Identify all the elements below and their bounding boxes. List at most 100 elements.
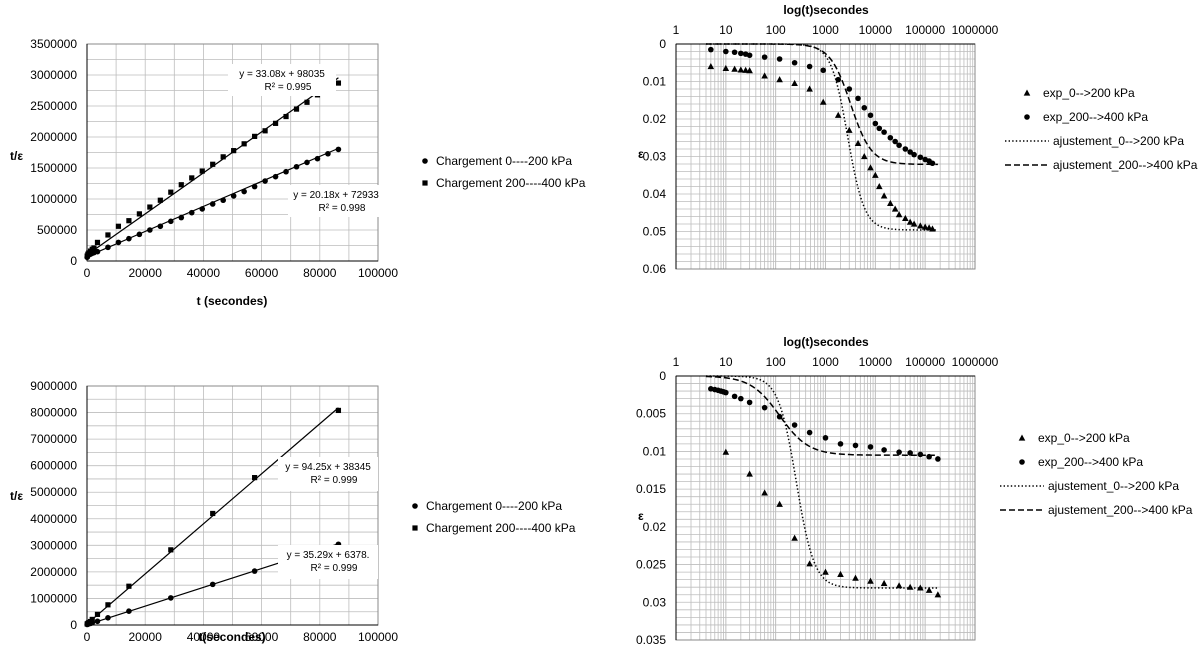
y-tick-label: 9000000 [30,379,77,393]
data-point [907,450,913,456]
y-tick-label: 0.01 [643,75,667,89]
y-tick-label: 0.02 [643,520,667,534]
y-tick-label: 0 [659,369,666,383]
data-point [220,154,226,160]
data-point [252,475,258,481]
data-point [94,239,101,245]
data-point [723,389,729,396]
legend-marker [1023,89,1031,96]
data-point [742,66,749,73]
data-point [168,595,174,601]
series-1 [84,146,342,261]
data-point [105,615,111,621]
legend-entry: exp_200-->400 kPa [1019,455,1143,469]
data-point [822,568,829,575]
data-point [855,95,861,102]
legend-marker [412,525,418,531]
legend-label: exp_0-->200 kPa [1038,431,1130,445]
data-point [283,113,289,120]
legend-label: exp_0-->200 kPa [1043,86,1135,100]
data-point [881,129,887,135]
data-point [708,46,714,53]
data-point [895,211,903,218]
data-point [707,63,715,70]
data-point [737,66,745,73]
data-point [934,591,942,598]
data-point [761,54,768,60]
data-point [887,134,894,141]
y-tick-label: 3000000 [30,538,77,552]
x-tick-label: 100 [766,355,786,369]
x-tick-label: 20000 [129,266,163,280]
data-point [126,218,132,224]
data-point [822,435,829,441]
data-point [911,151,917,158]
data-point [94,618,101,625]
legend-label: Chargement 0----200 kPa [436,154,572,168]
y-tick-label: 0 [659,37,666,51]
y-tick-label: 4000000 [30,512,77,526]
fit-curve [706,43,938,231]
y-tick-label: 3500000 [30,37,77,51]
y-tick-label: 3000000 [30,68,77,82]
data-point [761,404,768,411]
data-point [925,586,933,593]
x-tick-label: 60000 [245,630,279,644]
data-point [126,608,132,614]
legend-entry: exp_0-->200 kPa [1018,431,1130,445]
legend-marker [1024,114,1030,120]
y-tick-label: 1000000 [30,591,77,605]
data-point [314,155,321,162]
data-point [761,72,768,79]
data-point [861,104,868,111]
data-point [241,188,247,195]
data-point [776,500,783,507]
data-point [881,447,887,453]
y-tick-label: 0.03 [643,595,667,609]
data-point [907,149,913,155]
legend-marker [412,503,418,509]
data-point [892,138,898,145]
trendline-annotation: y = 94.25x + 38345 R² = 0.999 [278,457,378,491]
legend-entry: Chargement 200----400 kPa [422,176,586,190]
data-point [272,173,279,180]
data-point [136,211,142,217]
trendline-equation: y = 35.29x + 6378. [287,550,370,561]
legend-entry: ajustement_0-->200 kPa [1000,479,1179,493]
data-point [91,245,97,251]
data-point [241,141,247,147]
data-point [860,153,868,160]
trendline-equation: y = 33.08x + 98035 [239,69,325,80]
data-point [806,429,813,436]
x-tick-label: 1000 [812,355,839,369]
data-point [902,214,909,221]
legend-label: ajustement_200-->400 kPa [1048,503,1193,517]
data-point [168,189,174,195]
y-tick-label: 500000 [37,223,77,237]
x-tick-label: 0 [84,630,91,644]
data-point [917,451,924,458]
trendline-r2: R² = 0.995 [265,82,312,93]
data-point [834,111,842,118]
data-point [819,98,827,105]
y-tick-label: 5000000 [30,485,77,499]
y-tick-label: 0.015 [636,482,666,496]
data-point [921,223,929,230]
data-point [867,444,874,450]
data-point [220,197,226,204]
grid [86,385,379,626]
series-1 [722,448,942,598]
x-axis-title: t(secondes) [198,630,265,644]
data-point [94,611,101,617]
data-point [147,227,153,233]
data-point [880,192,888,199]
legend: Chargement 0----200 kPa Chargement 200---… [422,154,586,190]
legend-label: ajustement_200-->400 kPa [1053,158,1198,172]
data-point [791,534,798,541]
data-point [335,407,342,414]
data-point [723,48,729,55]
x-tick-label: 10 [719,355,733,369]
data-point [891,205,899,212]
series-3 [706,43,938,231]
x-tick-label: 40000 [187,266,221,280]
